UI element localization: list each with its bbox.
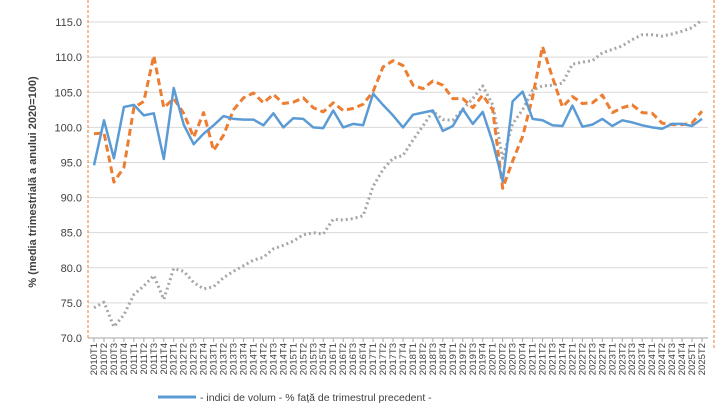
x-tick-label: 2022T1 xyxy=(567,343,578,375)
y-tick-label: 115.0 xyxy=(55,17,82,29)
x-axis-ticks: 2010T12010T22010T32010T42011T12011T22011… xyxy=(89,338,708,375)
plot-frame xyxy=(87,0,715,348)
x-tick-label: 2014T2 xyxy=(258,343,269,375)
y-tick-label: 90.0 xyxy=(61,193,82,205)
x-tick-label: 2020T2 xyxy=(498,343,509,375)
x-tick-label: 2017T2 xyxy=(378,343,389,375)
x-tick-label: 2017T4 xyxy=(398,343,409,375)
x-tick-label: 2019T2 xyxy=(458,343,469,375)
x-tick-label: 2024T4 xyxy=(677,343,688,375)
y-axis-ticks: 70.0 75.0 80.0 85.0 90.0 95.0 100.0 105.0 110.0 1… xyxy=(54,17,82,345)
x-tick-label: 2010T2 xyxy=(99,343,110,375)
x-tick-label: 2021T1 xyxy=(528,343,539,375)
x-tick-label: 2021T4 xyxy=(557,343,568,375)
y-tick-label: 80.0 xyxy=(61,263,82,275)
x-tick-label: 2019T1 xyxy=(448,343,459,375)
y-tick-label: 95.0 xyxy=(61,157,82,169)
y-tick-label: 70.0 xyxy=(61,333,82,345)
x-tick-label: 2013T3 xyxy=(229,343,240,375)
x-tick-label: 2017T3 xyxy=(388,343,399,375)
x-tick-label: 2021T3 xyxy=(547,343,558,375)
x-tick-label: 2014T1 xyxy=(248,343,259,375)
x-tick-label: 2015T1 xyxy=(288,343,299,375)
x-tick-label: 2022T3 xyxy=(587,343,598,375)
x-tick-label: 2016T1 xyxy=(328,343,339,375)
series-annual-change-line xyxy=(93,45,704,190)
x-tick-label: 2012T2 xyxy=(179,343,190,375)
x-tick-label: 2011T2 xyxy=(139,343,150,375)
x-tick-label: 2025T2 xyxy=(697,343,708,375)
gridlines xyxy=(88,21,708,339)
series-volume-index-line xyxy=(92,86,703,183)
x-tick-label: 2020T3 xyxy=(508,343,519,375)
x-tick-label: 2014T4 xyxy=(278,343,289,375)
x-tick-label: 2024T2 xyxy=(657,343,668,375)
x-tick-label: 2018T3 xyxy=(428,343,439,375)
x-tick-label: 2014T3 xyxy=(268,343,279,375)
x-tick-label: 2010T3 xyxy=(109,343,120,375)
x-tick-label: 2013T2 xyxy=(219,343,230,375)
x-tick-label: 2011T4 xyxy=(159,343,170,375)
x-tick-label: 2012T1 xyxy=(169,343,180,375)
x-tick-label: 2012T3 xyxy=(189,343,200,375)
x-tick-label: 2022T4 xyxy=(597,343,608,375)
y-tick-label: 85.0 xyxy=(61,228,82,240)
x-tick-label: 2015T3 xyxy=(308,343,319,375)
legend-label: - indici de volum - % față de trimestrul… xyxy=(200,392,432,404)
y-tick-label: 105.0 xyxy=(54,87,82,99)
x-tick-label: 2018T2 xyxy=(418,343,429,375)
x-tick-label: 2012T4 xyxy=(199,343,210,375)
x-tick-label: 2016T2 xyxy=(338,343,349,375)
x-tick-label: 2011T3 xyxy=(149,343,160,375)
x-tick-label: 2016T4 xyxy=(358,343,369,375)
x-tick-label: 2020T4 xyxy=(518,343,529,375)
x-tick-label: 2018T4 xyxy=(438,343,449,375)
x-tick-label: 2024T3 xyxy=(667,343,678,375)
x-tick-label: 2010T4 xyxy=(119,343,130,375)
x-tick-label: 2021T2 xyxy=(538,343,549,375)
y-axis-label: % (media trimestrială a anului 2020=100) xyxy=(27,76,39,288)
x-tick-label: 2013T4 xyxy=(239,343,250,375)
x-tick-label: 2025T1 xyxy=(687,343,698,375)
series-lines xyxy=(92,18,704,329)
y-tick-label: 110.0 xyxy=(55,52,82,64)
x-tick-label: 2019T3 xyxy=(468,343,479,375)
legend: - indici de volum - % față de trimestrul… xyxy=(158,392,432,404)
x-tick-label: 2011T1 xyxy=(129,343,140,375)
x-tick-label: 2010T1 xyxy=(89,343,100,375)
x-tick-label: 2017T1 xyxy=(368,343,379,375)
x-tick-label: 2023T4 xyxy=(637,343,648,375)
x-tick-label: 2020T1 xyxy=(488,343,499,375)
x-tick-label: 2022T2 xyxy=(577,343,588,375)
x-tick-label: 2023T3 xyxy=(627,343,638,375)
x-tick-label: 2024T1 xyxy=(647,343,658,375)
y-tick-label: 100.0 xyxy=(54,122,82,134)
x-tick-label: 2015T4 xyxy=(318,343,329,375)
y-tick-label: 75.0 xyxy=(61,298,82,310)
x-tick-label: 2013T1 xyxy=(209,343,220,375)
x-tick-label: 2023T1 xyxy=(607,343,618,375)
x-tick-label: 2018T1 xyxy=(408,343,419,375)
x-tick-label: 2016T3 xyxy=(348,343,359,375)
x-tick-label: 2015T2 xyxy=(298,343,309,375)
x-tick-label: 2019T4 xyxy=(478,343,489,375)
x-tick-label: 2023T2 xyxy=(617,343,628,375)
